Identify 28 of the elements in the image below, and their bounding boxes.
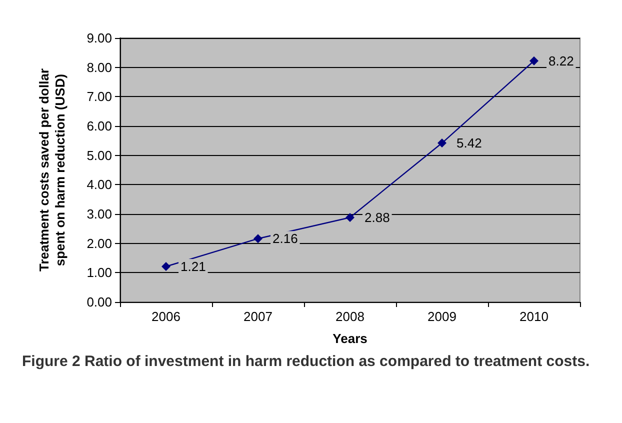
y-tick-label: 1.00 xyxy=(86,265,112,280)
y-tick-label: 3.00 xyxy=(86,206,112,222)
caption: Figure 2 Ratio of investment in harm reduction as compared to treatment costs. xyxy=(22,352,591,372)
y-tick-label: 6.00 xyxy=(86,118,112,134)
x-tick-label: 2009 xyxy=(428,309,456,324)
data-label: 5.42 xyxy=(456,136,482,151)
y-axis-title: Treatment costs saved per dollar spent on harm reduction (USD) xyxy=(36,68,68,272)
point xyxy=(162,262,170,272)
data-label: 2.88 xyxy=(364,210,390,226)
y-tick-label: 7.00 xyxy=(86,89,112,104)
x-tick-label: 2007 xyxy=(244,309,272,324)
x-tick-label: 2008 xyxy=(336,309,364,324)
data-label: 1.21 xyxy=(180,259,206,274)
y-tick-label: 2.00 xyxy=(86,236,112,251)
y-tick-label: 0.00 xyxy=(86,294,112,310)
y-tick-label: 8.00 xyxy=(86,60,112,75)
point xyxy=(254,234,262,244)
data-label: 2.16 xyxy=(272,231,298,246)
x-axis-title: Years xyxy=(332,331,368,346)
point xyxy=(530,56,538,66)
point xyxy=(438,138,446,148)
y-tick-label: 9.00 xyxy=(86,30,112,46)
point xyxy=(346,213,354,222)
data-label: 8.22 xyxy=(548,53,574,68)
x-tick-label: 2010 xyxy=(520,309,548,324)
y-tick-label: 5.00 xyxy=(86,148,112,163)
y-tick-label: 4.00 xyxy=(86,177,112,192)
x-tick-label: 2006 xyxy=(152,309,180,324)
